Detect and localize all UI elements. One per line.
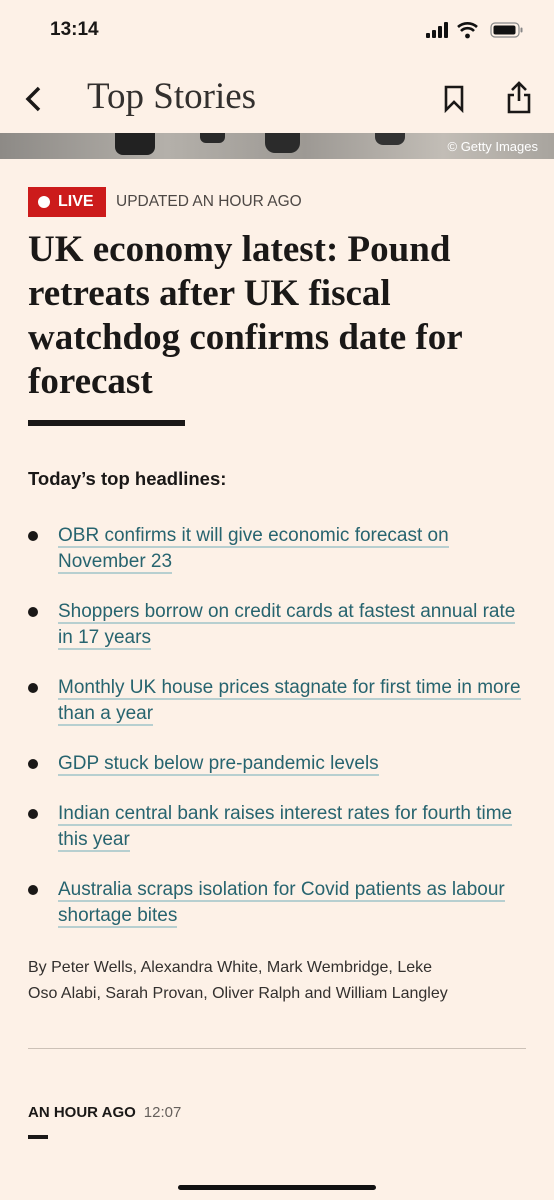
home-indicator: [178, 1185, 376, 1190]
headline-item: Australia scraps isolation for Covid pat…: [28, 877, 528, 929]
headline-link[interactable]: Monthly UK house prices stagnate for fir…: [58, 677, 521, 726]
post-time: 12:07: [143, 1104, 182, 1121]
post-divider: [28, 1135, 48, 1139]
status-icons: [426, 22, 523, 39]
separator: [28, 1048, 526, 1049]
headline-item: OBR confirms it will give economic forec…: [28, 523, 528, 575]
headline-link[interactable]: Australia scraps isolation for Covid pat…: [58, 879, 505, 928]
nav-title: Top Stories: [87, 76, 257, 117]
headline-link[interactable]: OBR confirms it will give economic forec…: [58, 525, 449, 574]
post-time-ago: AN HOUR AGO: [28, 1104, 136, 1121]
live-badge: LIVE: [28, 187, 106, 217]
bookmark-button[interactable]: [443, 85, 465, 113]
status-time: 13:14: [50, 19, 99, 40]
headline-link[interactable]: GDP stuck below pre-pandemic levels: [58, 753, 379, 776]
headline-item: Monthly UK house prices stagnate for fir…: [28, 675, 528, 727]
updated-label: UPDATED AN HOUR AGO: [116, 193, 302, 210]
section-title: Today’s top headlines:: [28, 468, 227, 489]
post-meta: AN HOUR AGO 12:07: [28, 1104, 181, 1121]
byline: By Peter Wells, Alexandra White, Mark We…: [28, 959, 448, 1002]
divider: [28, 420, 185, 426]
hero-image: [0, 133, 554, 159]
headline-item: Indian central bank raises interest rate…: [28, 801, 528, 853]
headline-link[interactable]: Shoppers borrow on credit cards at faste…: [58, 601, 516, 650]
image-credit: © Getty Images: [447, 139, 539, 154]
back-button[interactable]: [22, 85, 46, 113]
headline: UK economy latest: Pound retreats after …: [28, 229, 463, 402]
headline-item: GDP stuck below pre-pandemic levels: [28, 751, 528, 777]
share-button[interactable]: [506, 80, 532, 114]
headline-link[interactable]: Indian central bank raises interest rate…: [58, 803, 513, 852]
headline-item: Shoppers borrow on credit cards at faste…: [28, 599, 528, 651]
headline-list: OBR confirms it will give economic forec…: [28, 523, 528, 953]
